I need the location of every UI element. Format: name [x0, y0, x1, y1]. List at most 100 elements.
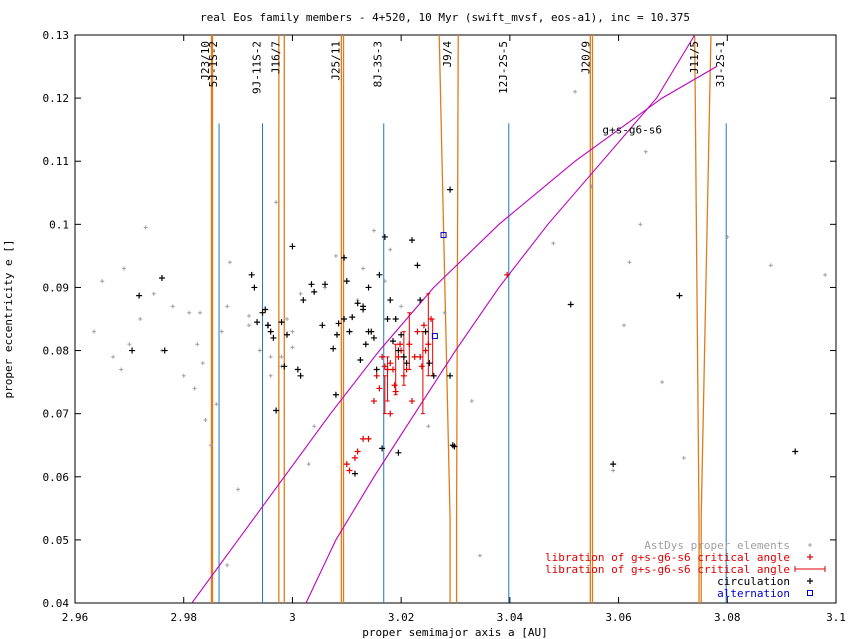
proper-element-point	[573, 89, 578, 94]
resonance-label: J11/5	[688, 41, 701, 74]
circulation-point	[259, 309, 266, 316]
proper-element-point	[279, 354, 284, 359]
errorbar-point	[382, 375, 387, 415]
circulation-point	[297, 372, 304, 379]
legend-label: circulation	[717, 575, 790, 588]
circulation-point	[161, 347, 168, 354]
proper-element-point	[589, 184, 594, 189]
alternation-point	[440, 232, 447, 239]
proper-element-point	[187, 310, 192, 315]
x-tick-label: 3.04	[497, 611, 524, 624]
x-tick-label: 3.02	[388, 611, 415, 624]
circulation-point	[300, 297, 307, 304]
circulation-point	[365, 284, 372, 291]
proper-element-point	[138, 317, 143, 321]
proper-element-point	[143, 225, 148, 230]
proper-element-point	[622, 323, 627, 328]
alternation-point	[431, 333, 438, 340]
proper-element-point	[198, 310, 203, 315]
proper-element-point	[660, 380, 665, 385]
proper-element-point	[219, 329, 224, 334]
errorbar-point	[393, 343, 398, 396]
circulation-point	[270, 334, 277, 341]
circulation-point	[308, 281, 315, 288]
proper-element-point	[119, 367, 124, 372]
libration-point	[365, 435, 372, 442]
libration-point	[346, 467, 353, 474]
resonance-label: 5J-1S-2	[207, 41, 220, 87]
secular-resonance-label: g+s-g6-s6	[602, 123, 662, 136]
x-tick-label: 2.98	[170, 611, 197, 624]
libration-point	[360, 435, 367, 442]
proper-element-point	[611, 468, 616, 473]
y-tick-label: 0.11	[43, 155, 70, 168]
circulation-point	[409, 237, 416, 244]
libration-point	[420, 322, 427, 329]
data-points	[92, 89, 828, 568]
libration-point	[389, 366, 396, 373]
proper-element-point	[290, 329, 295, 334]
circulation-point	[792, 448, 799, 455]
errorbar-point	[385, 356, 390, 402]
y-tick-label: 0.04	[43, 597, 70, 610]
proper-element-point	[236, 487, 241, 492]
circulation-point	[395, 449, 402, 456]
circulation-point	[449, 442, 456, 449]
circulation-point	[430, 372, 437, 379]
proper-element-point	[225, 563, 230, 568]
libration-point	[343, 461, 350, 468]
circulation-point	[341, 316, 348, 322]
resonance-label: J25/11	[329, 41, 342, 81]
resonance-label: J16/7	[270, 41, 283, 74]
legend-marker	[807, 590, 813, 596]
proper-element-point	[192, 386, 197, 391]
libration-point	[422, 347, 429, 354]
circulation-point	[254, 319, 261, 326]
proper-element-point	[469, 399, 474, 404]
proper-element-point	[399, 304, 404, 309]
circulation-point	[354, 300, 361, 307]
x-tick-label: 3.1	[826, 611, 846, 624]
circulation-point	[362, 341, 369, 348]
libration-point	[395, 353, 402, 360]
proper-element-point	[246, 323, 251, 328]
proper-element-point	[257, 348, 262, 353]
circulation-point	[264, 322, 271, 329]
circulation-point	[376, 271, 383, 278]
circulation-point	[447, 186, 454, 193]
errorbar-point	[407, 312, 412, 370]
circulation-point	[322, 281, 329, 288]
libration-point	[381, 363, 388, 370]
circulation-point	[136, 292, 143, 299]
proper-element-point	[284, 317, 289, 321]
x-tick-label: 3	[289, 611, 296, 624]
proper-element-point	[823, 272, 828, 277]
proper-element-point	[371, 228, 376, 233]
proper-element-point	[477, 553, 482, 558]
circulation-point	[370, 334, 377, 341]
secular-resonance-curve	[305, 35, 696, 603]
proper-element-point	[382, 279, 387, 284]
proper-element-point	[200, 361, 205, 366]
circulation-point	[248, 271, 255, 278]
circulation-point	[387, 297, 394, 304]
libration-point	[391, 382, 398, 389]
circulation-point	[426, 360, 433, 367]
libration-point	[504, 271, 511, 278]
proper-element-point	[306, 462, 311, 467]
y-tick-label: 0.08	[43, 345, 70, 358]
resonance-label: J23/10	[199, 41, 212, 81]
circulation-point	[417, 297, 424, 304]
proper-element-point	[361, 266, 366, 271]
circulation-point	[403, 360, 410, 367]
circulation-point	[351, 470, 358, 477]
errorbar-point	[430, 318, 435, 377]
y-tick-label: 0.06	[43, 471, 70, 484]
mmr-curve	[694, 35, 712, 603]
proper-element-point	[227, 260, 232, 265]
circulation-point	[392, 316, 399, 322]
errorbar-point	[426, 293, 431, 377]
libration-point	[411, 353, 418, 360]
